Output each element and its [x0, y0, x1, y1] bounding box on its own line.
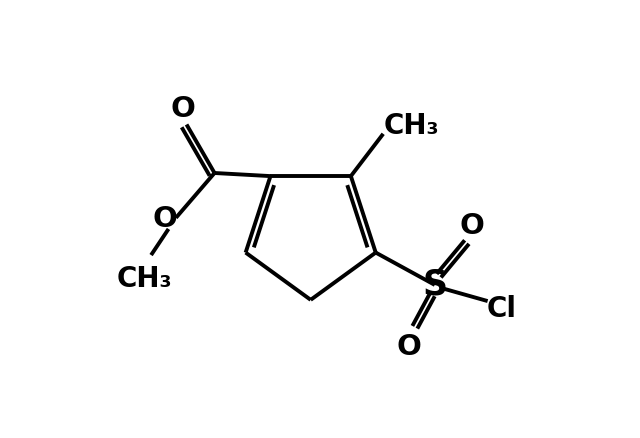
Text: O: O [152, 205, 177, 233]
Text: Cl: Cl [486, 294, 516, 322]
Text: CH₃: CH₃ [383, 113, 439, 140]
Text: O: O [460, 212, 484, 240]
Text: S: S [422, 268, 447, 302]
Text: O: O [171, 95, 196, 123]
Text: O: O [396, 333, 421, 361]
Text: CH₃: CH₃ [117, 265, 173, 293]
